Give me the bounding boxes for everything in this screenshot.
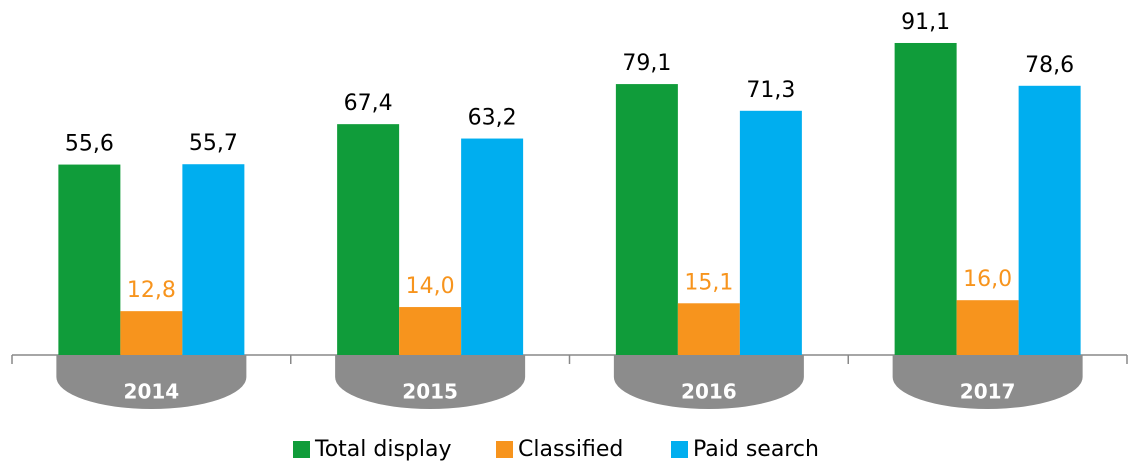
value-label: 67,4 — [344, 91, 393, 116]
bar — [58, 164, 121, 355]
value-label: 63,2 — [468, 106, 517, 131]
category-badge — [613, 355, 804, 409]
legend-label: Paid search — [693, 437, 819, 462]
value-label: 91,1 — [901, 10, 950, 35]
bar — [615, 84, 678, 356]
value-label: 12,8 — [127, 278, 176, 303]
category-badge — [56, 355, 247, 409]
bar — [461, 138, 524, 355]
value-label: 78,6 — [1025, 53, 1074, 78]
x-tick-label: 2017 — [960, 380, 1016, 404]
value-label: 16,0 — [963, 267, 1012, 292]
category-badge — [892, 355, 1083, 409]
legend-swatch — [671, 441, 688, 458]
legend-swatch — [496, 441, 513, 458]
x-tick-label: 2016 — [681, 380, 737, 404]
bar — [677, 303, 740, 355]
legend-swatch — [293, 441, 310, 458]
value-label: 71,3 — [746, 78, 795, 103]
bar — [894, 42, 957, 356]
category-badge — [335, 355, 526, 409]
value-label: 15,1 — [684, 270, 733, 295]
bar — [1018, 85, 1081, 356]
bar — [399, 307, 462, 355]
bar — [182, 164, 245, 355]
x-tick-label: 2015 — [402, 380, 458, 404]
value-label: 14,0 — [406, 274, 455, 299]
x-tick-label: 2014 — [124, 380, 180, 404]
value-label: 79,1 — [622, 51, 671, 76]
bar — [956, 300, 1019, 355]
bar — [337, 124, 400, 355]
legend-label: Classified — [518, 437, 623, 462]
bar — [739, 110, 802, 355]
value-label: 55,7 — [189, 131, 238, 156]
legend-label: Total display — [314, 437, 452, 462]
bar — [120, 311, 183, 355]
value-label: 55,6 — [65, 132, 114, 157]
